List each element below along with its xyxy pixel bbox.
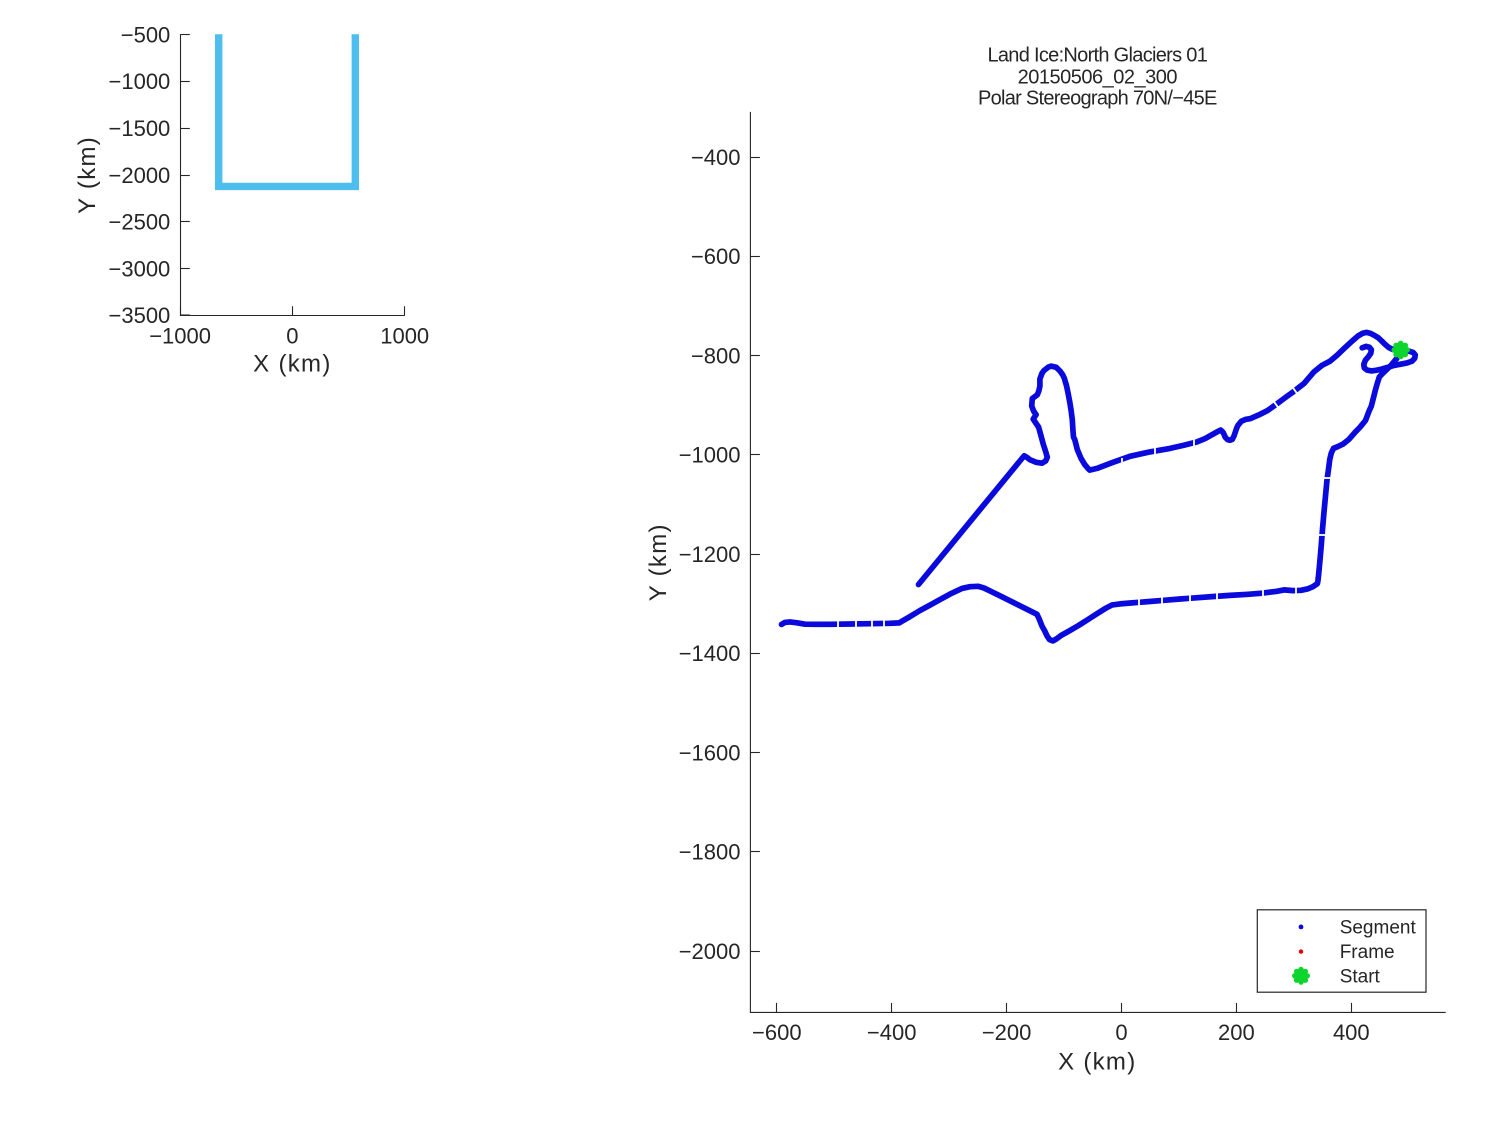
- svg-text:Y (km): Y (km): [645, 523, 672, 601]
- svg-text:−200: −200: [982, 1020, 1032, 1045]
- svg-text:−1500: −1500: [109, 116, 171, 141]
- svg-text:0: 0: [286, 324, 298, 349]
- svg-text:X (km): X (km): [1058, 1049, 1136, 1076]
- svg-text:Y (km): Y (km): [74, 136, 101, 214]
- svg-text:−400: −400: [691, 145, 741, 170]
- svg-text:1000: 1000: [380, 324, 429, 349]
- svg-text:−1400: −1400: [679, 641, 741, 666]
- svg-text:−1000: −1000: [149, 324, 211, 349]
- svg-text:−600: −600: [691, 244, 741, 269]
- svg-text:−2500: −2500: [109, 210, 171, 235]
- svg-text:Frame: Frame: [1340, 942, 1395, 963]
- svg-text:−400: −400: [867, 1020, 917, 1045]
- svg-text:Segment: Segment: [1340, 917, 1417, 938]
- svg-text:−1800: −1800: [679, 840, 741, 865]
- svg-text:−1000: −1000: [109, 69, 171, 94]
- svg-text:Land Ice:North Glaciers 01: Land Ice:North Glaciers 01: [987, 45, 1207, 67]
- svg-text:−3000: −3000: [109, 256, 171, 281]
- svg-text:−600: −600: [752, 1020, 802, 1045]
- svg-text:−1600: −1600: [679, 740, 741, 765]
- svg-text:−1200: −1200: [679, 542, 741, 567]
- svg-text:−3500: −3500: [109, 303, 171, 328]
- svg-text:X (km): X (km): [253, 350, 331, 377]
- svg-text:Start: Start: [1340, 966, 1381, 987]
- svg-text:200: 200: [1218, 1020, 1255, 1045]
- svg-text:20150506_02_300: 20150506_02_300: [1018, 66, 1178, 88]
- svg-text:400: 400: [1333, 1020, 1370, 1045]
- svg-text:Polar Stereograph 70N/−45E: Polar Stereograph 70N/−45E: [978, 88, 1217, 110]
- svg-text:−800: −800: [691, 343, 741, 368]
- svg-text:−500: −500: [121, 22, 171, 47]
- svg-text:0: 0: [1115, 1020, 1127, 1045]
- svg-text:−1000: −1000: [679, 443, 741, 468]
- svg-text:−2000: −2000: [679, 939, 741, 964]
- svg-text:−2000: −2000: [109, 163, 171, 188]
